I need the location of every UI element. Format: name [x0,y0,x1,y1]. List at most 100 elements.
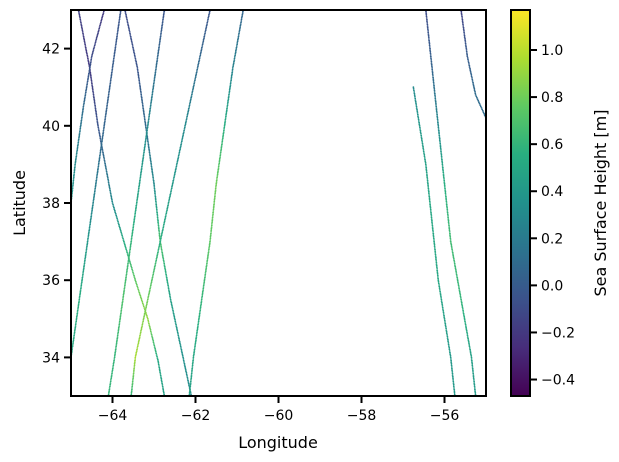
track-point [441,161,444,164]
track-point [116,35,118,38]
track-point [176,329,179,332]
track-point [414,100,417,103]
track-point [133,361,136,364]
track-point [90,57,93,59]
track-point [191,367,194,370]
track-point [125,13,127,16]
track-point [233,57,236,60]
track-point [148,110,151,113]
track-point [113,356,116,359]
track-point [177,157,180,160]
track-point [204,29,207,32]
track-point [138,185,140,188]
track-point [198,312,201,315]
track-point [142,305,145,308]
track-point [155,203,158,206]
track-point [100,19,103,22]
track-point [135,351,138,354]
track-point [118,325,120,327]
track-point [122,298,124,301]
track-point [139,90,142,93]
track-point [121,234,123,237]
track-point [89,221,92,224]
track-point [242,10,244,13]
track-point [144,124,147,127]
track-point [431,73,434,76]
track-point [112,59,115,61]
track-point [189,99,192,102]
track-point [76,149,79,152]
track-point [118,322,121,324]
track-point [472,374,475,376]
track-point [453,391,456,394]
track-point [134,212,137,215]
track-point [199,311,201,313]
track-point [77,304,80,307]
track-points-layer [71,10,486,396]
track-point [138,182,141,185]
track-point [472,372,475,375]
track-point [204,31,207,33]
track-point [136,348,138,351]
x-tick-label: −56 [430,408,460,424]
track-point [188,384,190,387]
track-point [461,306,464,309]
track-point [152,273,155,276]
track-point [79,289,82,291]
track-point [93,99,96,102]
track-point [99,148,102,151]
track-point [74,161,77,164]
track-point [470,353,472,356]
track-point [425,13,428,16]
track-point [442,311,445,314]
track-point [187,382,190,385]
colorbar-tick-label: −0.2 [541,325,575,341]
track-point [80,24,83,27]
track-point [223,124,226,127]
track-point [446,211,449,214]
track-point [160,29,163,32]
track-point [99,24,101,27]
track-point [94,187,97,190]
track-point [421,139,423,142]
track-point [81,276,84,279]
track-point [107,93,110,96]
track-point [126,267,129,270]
track-point [113,52,116,55]
track-point [427,28,429,31]
track-point [463,34,466,37]
track-point [173,173,176,176]
track-point [84,256,87,259]
track-point [123,287,126,290]
track-point [190,375,193,378]
track-point [427,30,429,32]
track-point [446,205,448,208]
track-point [426,22,429,24]
track-point [109,191,112,193]
track-point [225,113,228,116]
track-point [82,108,84,111]
track-point [154,347,157,350]
track-point [226,107,228,110]
track-point [443,184,446,187]
track-point [473,385,476,388]
track-point [434,97,437,100]
track-point [223,129,225,132]
track-point [116,337,119,340]
track-point [160,234,163,237]
track-point [110,195,113,198]
track-point [108,88,111,91]
track-point [441,166,444,169]
track-point [168,198,171,201]
track-point [473,380,475,383]
track-point [144,308,147,310]
track-point [81,27,83,30]
track-point [462,311,465,313]
track-point [160,32,162,35]
track-point [428,39,430,42]
track-point [78,12,80,15]
track-point [140,95,143,97]
track-point [104,115,107,118]
track-point [223,127,226,130]
track-point [147,321,150,323]
